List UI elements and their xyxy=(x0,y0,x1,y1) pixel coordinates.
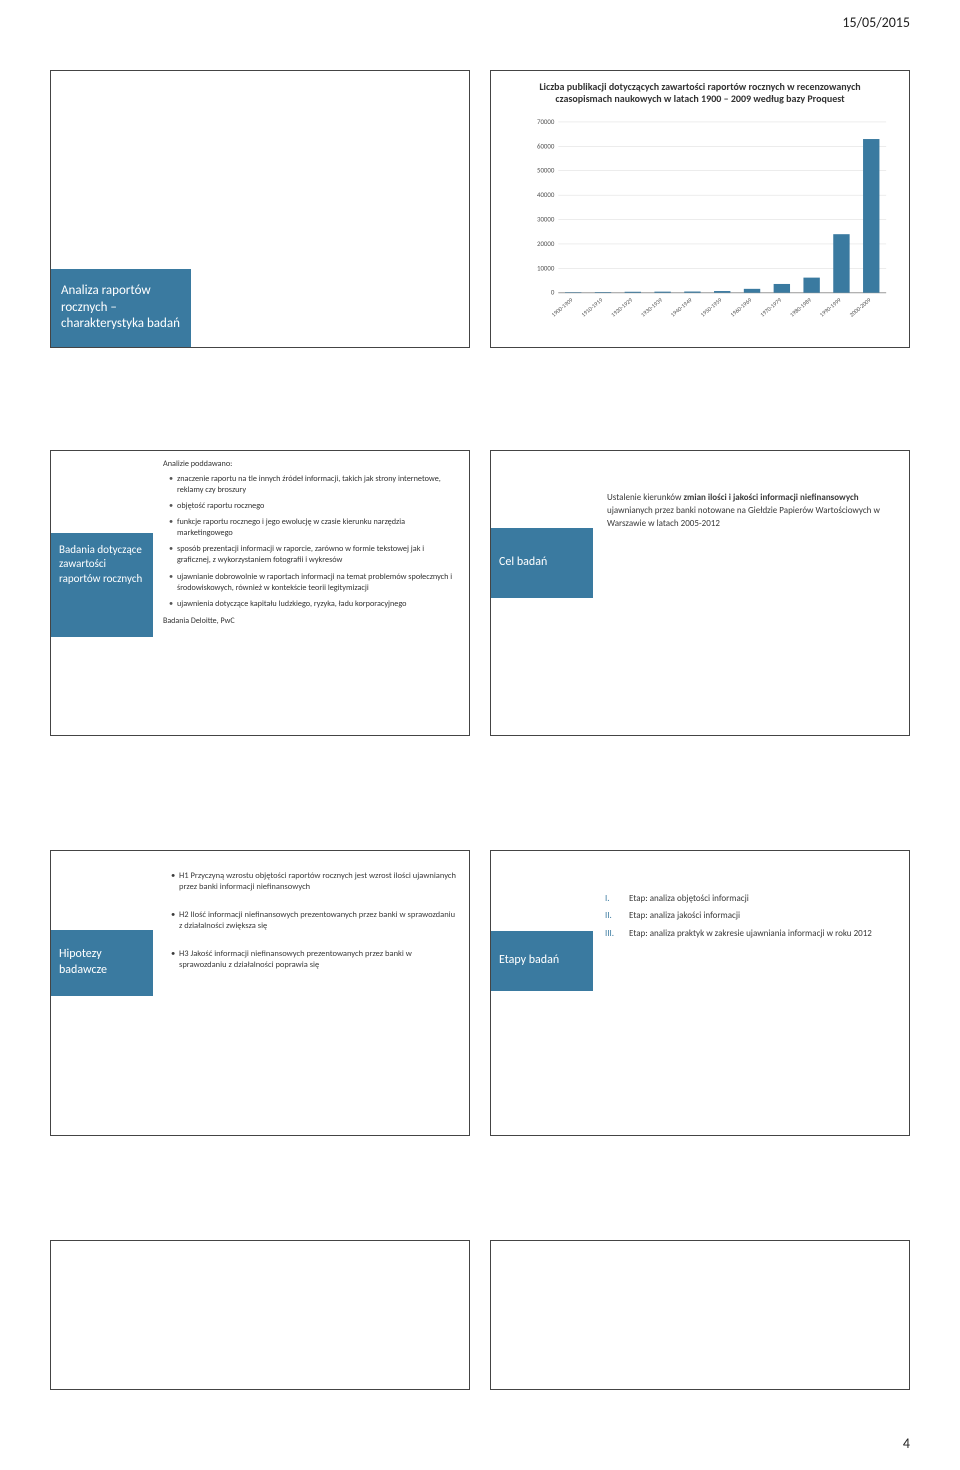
slide-cel-badan: Cel badań Ustalenie kierunków zmian iloś… xyxy=(490,450,910,736)
slide-badania-dotyczace: Badania dotyczące zawartości raportów ro… xyxy=(50,450,470,736)
svg-text:1930-1939: 1930-1939 xyxy=(639,296,664,319)
blank-area xyxy=(491,1241,909,1389)
lead-text: Analizie poddawano: xyxy=(163,459,459,470)
list-item: III. Etap: analiza praktyk w zakresie uj… xyxy=(605,926,897,941)
bar xyxy=(744,289,760,293)
svg-text:2000-2009: 2000-2009 xyxy=(848,296,873,319)
text-post: ujawnianych przez banki notowane na Gieł… xyxy=(607,505,880,529)
page-number: 4 xyxy=(903,1435,910,1452)
text-bold: zmian ilości i jakości informacji niefin… xyxy=(683,492,858,503)
bar xyxy=(595,292,611,293)
page-date: 15/05/2015 xyxy=(842,14,910,31)
svg-text:1990-1999: 1990-1999 xyxy=(818,296,843,319)
chart-area: 0 10000 20000 30000 40000 50000 60000 70000 1900… xyxy=(491,110,909,347)
svg-text:1970-1979: 1970-1979 xyxy=(758,296,783,319)
bullet-list: H1 Przyczyną wzrostu objętości raportów … xyxy=(165,871,457,972)
spacer xyxy=(51,475,153,533)
roman-numeral: I. xyxy=(605,891,627,906)
bar xyxy=(714,291,730,293)
sidebar-label: Badania dotyczące zawartości raportów ro… xyxy=(51,533,153,637)
row-1: Analiza raportów rocznych – charakteryst… xyxy=(50,70,910,350)
roman-numeral: II. xyxy=(605,908,627,923)
bar xyxy=(625,292,641,293)
spacer xyxy=(491,658,593,735)
list-item: ujawnianie dobrowolnie w raportach infor… xyxy=(169,572,459,594)
svg-text:40000: 40000 xyxy=(537,190,555,199)
slide-analiza-raportow: Analiza raportów rocznych – charakteryst… xyxy=(50,70,470,348)
svg-text:20000: 20000 xyxy=(537,239,555,248)
list-item: ujawnienia dotyczące kapitału ludzkiego,… xyxy=(169,599,459,610)
slide-partial-left xyxy=(50,1240,470,1390)
slide-etapy: Etapy badań I. Etap: analiza objętości i… xyxy=(490,850,910,1136)
content-body: H1 Przyczyną wzrostu objętości raportów … xyxy=(153,851,469,1135)
slide-hipotezy: Hipotezy badawcze H1 Przyczyną wzrostu o… xyxy=(50,850,470,1136)
bar xyxy=(803,278,819,293)
svg-text:1950-1959: 1950-1959 xyxy=(699,296,724,319)
list-item: funkcje raportu rocznego i jego ewolucję… xyxy=(169,517,459,539)
sidebar-label: Hipotezy badawcze xyxy=(51,930,153,996)
slide-partial-right xyxy=(490,1240,910,1390)
list-item: objętość raportu rocznego xyxy=(169,501,459,512)
list-item: II. Etap: analiza jakości informacji xyxy=(605,908,897,923)
blank-area xyxy=(51,71,191,269)
svg-text:1960-1969: 1960-1969 xyxy=(729,296,754,319)
roman-numeral: III. xyxy=(605,926,627,941)
source-text: Badania Deloitte, PwC xyxy=(163,616,459,627)
spacer xyxy=(51,851,153,930)
row-4 xyxy=(50,1240,910,1390)
svg-text:60000: 60000 xyxy=(537,141,555,150)
svg-text:1920-1929: 1920-1929 xyxy=(609,296,634,319)
svg-text:70000: 70000 xyxy=(537,117,555,126)
item-text: Etap: analiza jakości informacji xyxy=(627,910,740,921)
item-text: Etap: analiza objętości informacji xyxy=(627,893,749,904)
bar xyxy=(654,292,670,293)
sidebar-label: Etapy badań xyxy=(491,931,593,991)
spacer xyxy=(51,677,153,735)
svg-text:1980-1989: 1980-1989 xyxy=(788,296,813,319)
content-body: Ustalenie kierunków zmian ilości i jakoś… xyxy=(593,451,909,735)
spacer xyxy=(491,1056,593,1136)
bar xyxy=(863,139,879,293)
svg-text:1900-1909: 1900-1909 xyxy=(550,296,575,319)
sidebar-label: Cel badań xyxy=(491,528,593,598)
slide-chart: Liczba publikacji dotyczących zawartości… xyxy=(490,70,910,348)
svg-text:30000: 30000 xyxy=(537,215,555,224)
content-body: Analizie poddawano: znaczenie raportu na… xyxy=(153,451,469,735)
bar xyxy=(833,234,849,293)
row-3: Hipotezy badawcze H1 Przyczyną wzrostu o… xyxy=(50,850,910,1136)
list-item: znaczenie raportu na tle innych źródeł i… xyxy=(169,474,459,496)
blank-area xyxy=(51,1241,469,1389)
svg-text:0: 0 xyxy=(551,288,555,297)
list-item: H3 Jakość informacji niefinansowych prez… xyxy=(171,949,457,972)
spacer xyxy=(491,451,593,528)
sidebar-label: Analiza raportów rocznych – charakteryst… xyxy=(51,269,191,347)
bar xyxy=(774,284,790,293)
svg-text:1940-1949: 1940-1949 xyxy=(669,296,694,319)
list-item: I. Etap: analiza objętości informacji xyxy=(605,891,897,906)
list-item: H2 Ilość informacji niefinansowych preze… xyxy=(171,910,457,933)
blank-area xyxy=(191,71,469,347)
spacer xyxy=(51,451,153,475)
bar-chart: 0 10000 20000 30000 40000 50000 60000 70000 1900… xyxy=(521,110,894,342)
spacer xyxy=(491,851,593,931)
svg-text:1910-1919: 1910-1919 xyxy=(580,296,605,319)
svg-text:50000: 50000 xyxy=(537,166,555,175)
bullet-list: znaczenie raportu na tle innych źródeł i… xyxy=(163,474,459,610)
chart-title: Liczba publikacji dotyczących zawartości… xyxy=(491,71,909,110)
list-item: H1 Przyczyną wzrostu objętości raportów … xyxy=(171,871,457,894)
list-item: sposób prezentacji informacji w raporcie… xyxy=(169,544,459,566)
row-2: Badania dotyczące zawartości raportów ro… xyxy=(50,450,910,736)
item-text: Etap: analiza praktyk w zakresie ujawnia… xyxy=(627,928,872,939)
spacer xyxy=(51,1056,153,1135)
svg-text:10000: 10000 xyxy=(537,263,555,272)
content-body: I. Etap: analiza objętości informacjiII.… xyxy=(593,851,909,1135)
text-pre: Ustalenie kierunków xyxy=(607,492,683,503)
bar xyxy=(684,292,700,293)
